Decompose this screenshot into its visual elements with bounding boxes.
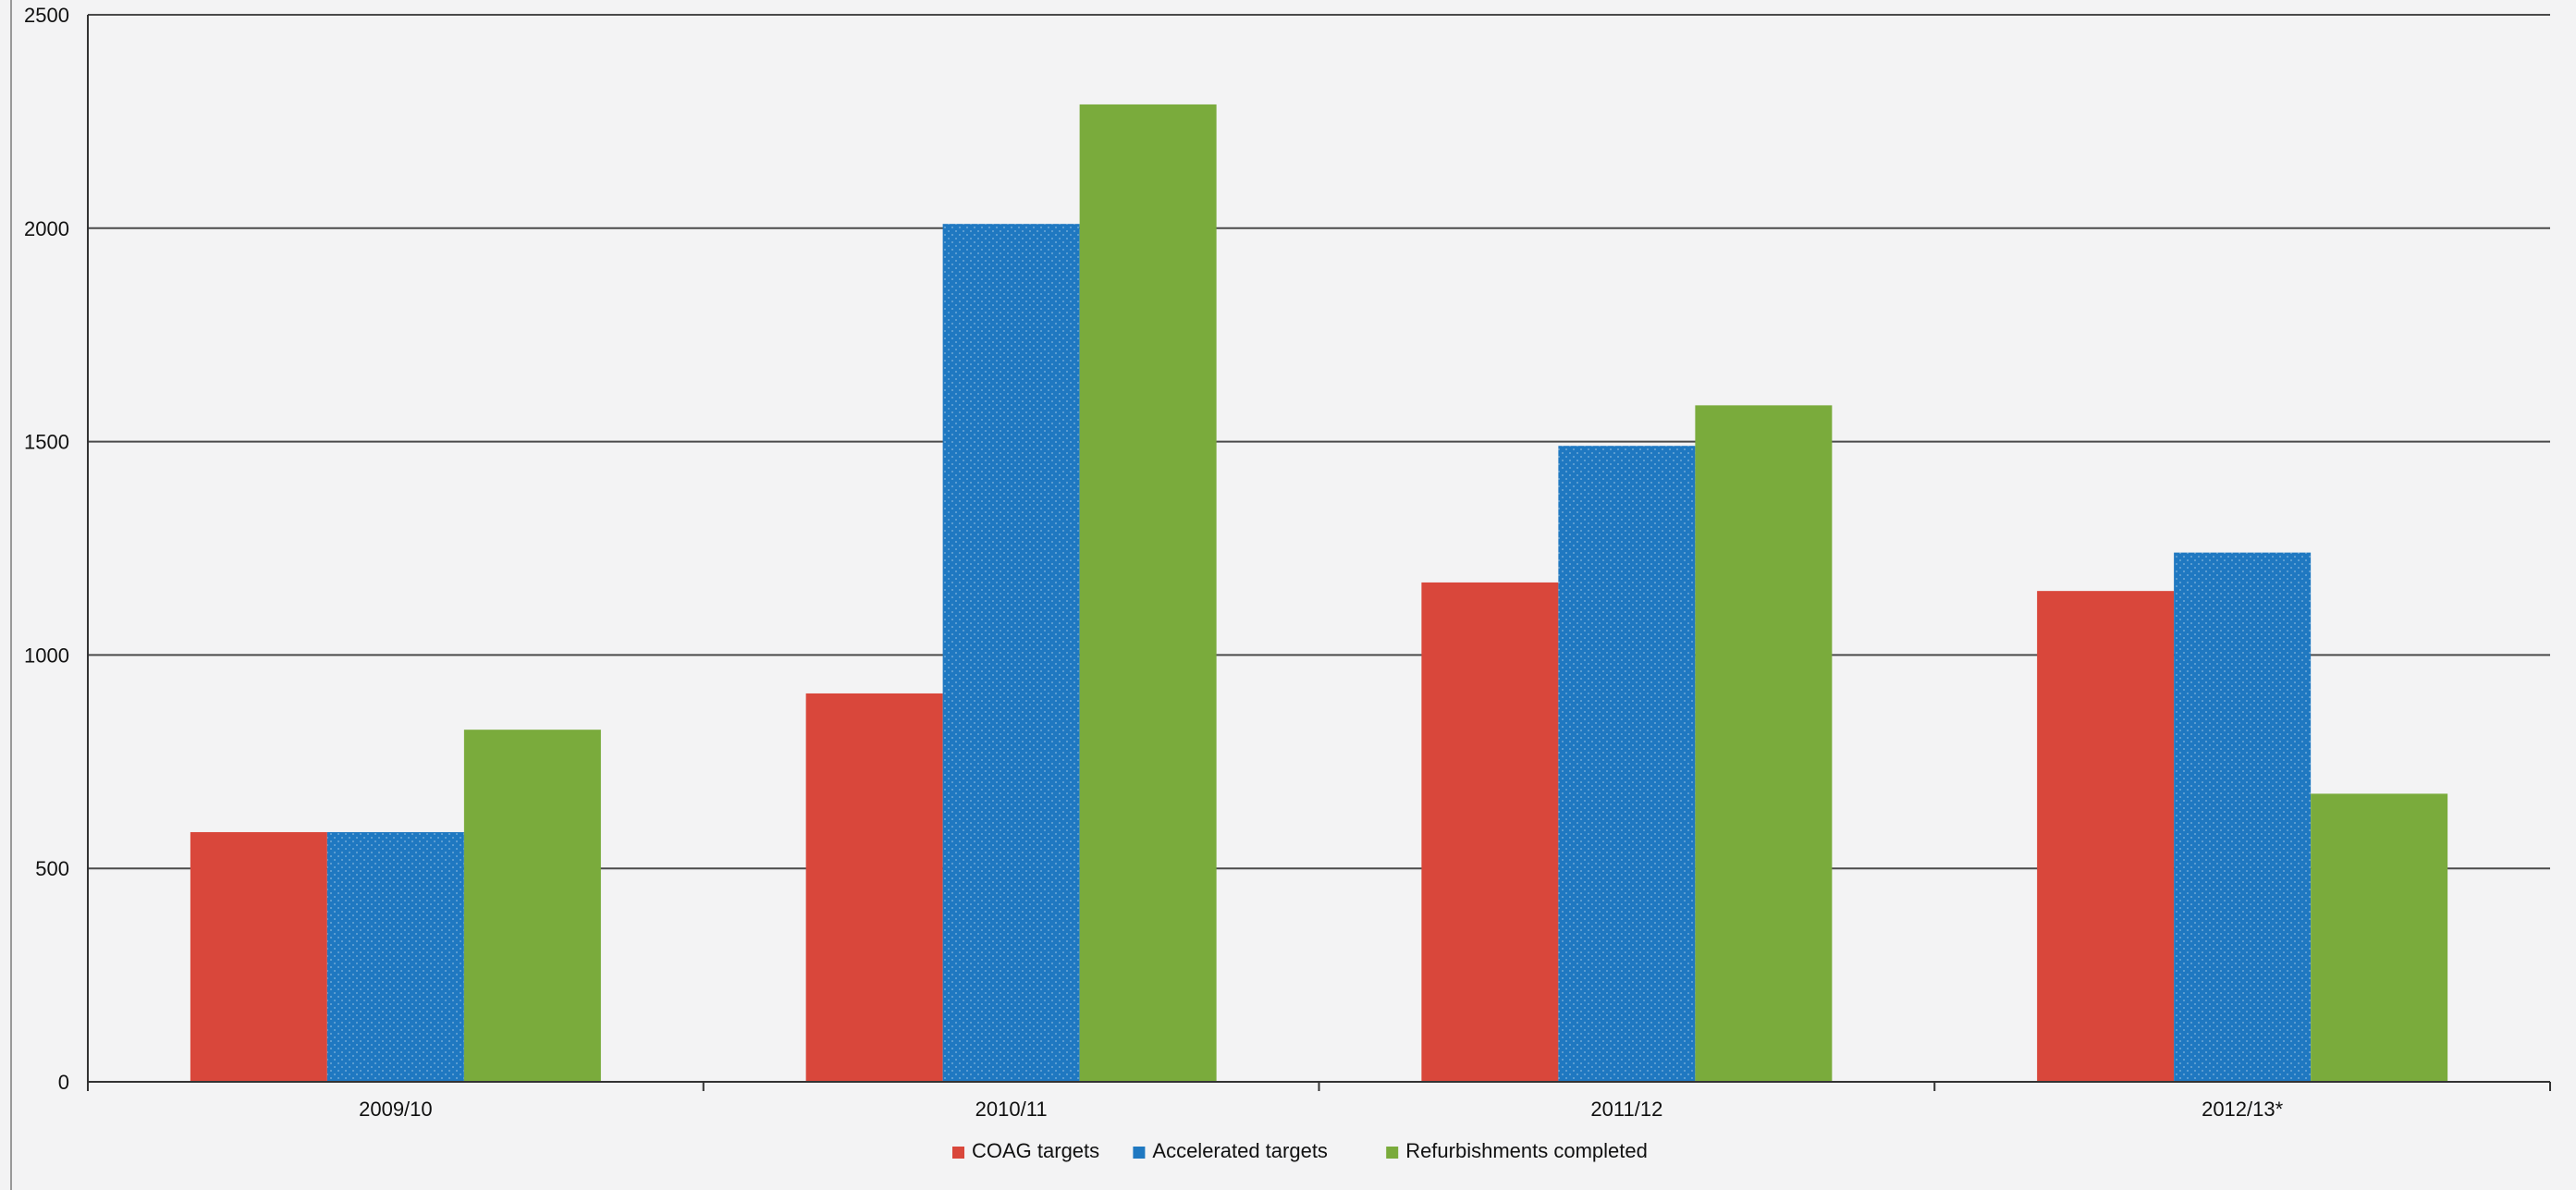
bar (2311, 793, 2448, 1082)
y-tick-label: 1500 (24, 431, 69, 454)
bar-texture (942, 224, 1080, 1082)
bar (805, 693, 943, 1082)
bar (1421, 582, 1559, 1082)
legend-label: COAG targets (972, 1139, 1099, 1162)
y-tick-label: 2000 (24, 217, 69, 240)
legend-swatch (1133, 1147, 1146, 1159)
x-tick-label: 2012/13* (2202, 1098, 2284, 1121)
legend-label: Refurbishments completed (1405, 1139, 1648, 1162)
y-tick-label: 0 (58, 1071, 69, 1094)
bar-texture (1558, 446, 1696, 1082)
bar (190, 831, 327, 1082)
bar-texture (326, 831, 464, 1082)
y-tick-label: 2500 (24, 4, 69, 27)
bar (1079, 104, 1217, 1082)
x-tick-label: 2010/11 (975, 1098, 1048, 1121)
legend-swatch (952, 1147, 964, 1159)
axes: 0 500 1000 1500 2000 2500 2009/10 2010/11 2011/1… (24, 4, 2551, 1121)
x-tick-label: 2009/10 (359, 1098, 433, 1121)
bar (2037, 591, 2175, 1082)
y-tick-label: 1000 (24, 644, 69, 667)
bar-texture (2174, 552, 2312, 1082)
legend-label: Accelerated targets (1152, 1139, 1328, 1162)
legend: COAG targets Accelerated targets Refurbish… (952, 1139, 1648, 1162)
bar (463, 730, 601, 1082)
legend-swatch (1386, 1147, 1399, 1159)
bar (1695, 405, 1833, 1082)
x-tick-label: 2011/12 (1590, 1098, 1662, 1121)
bars (190, 104, 2448, 1082)
y-tick-label: 500 (35, 857, 69, 880)
